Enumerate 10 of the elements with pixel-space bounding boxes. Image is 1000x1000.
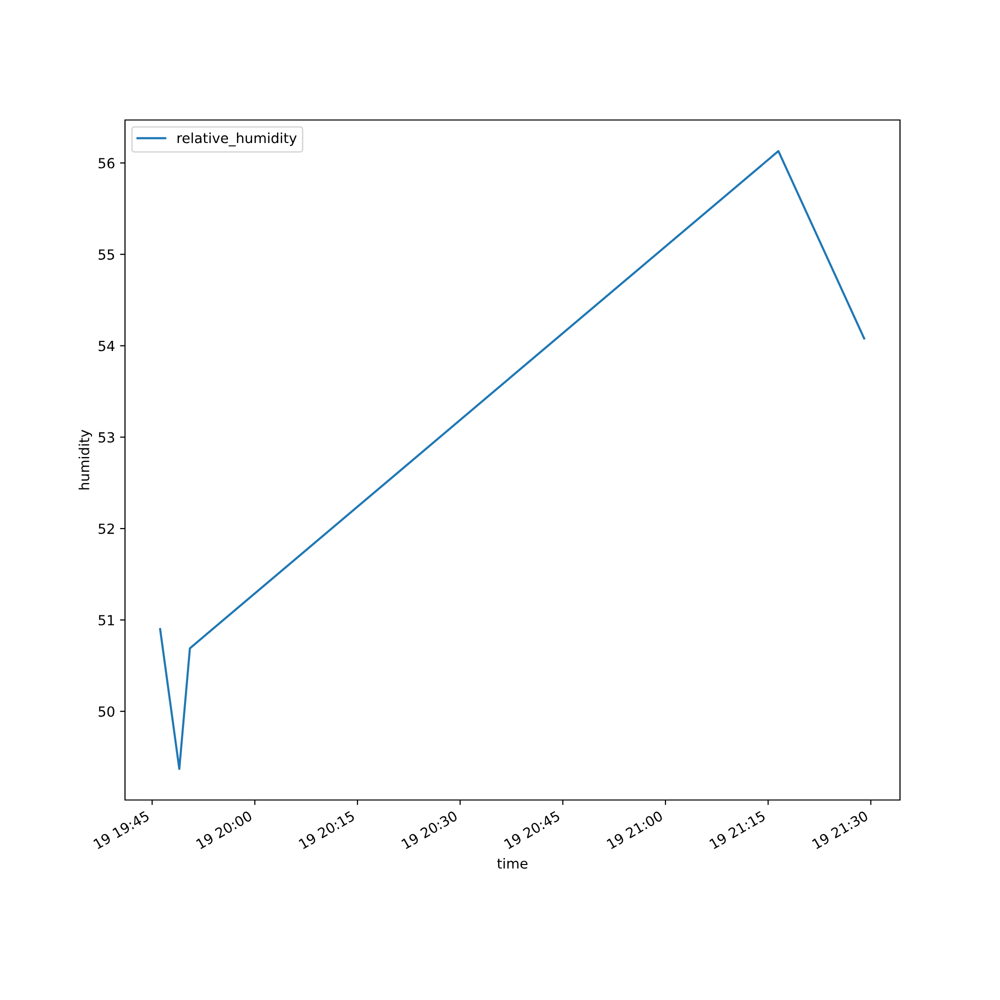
legend-label: relative_humidity [178,132,297,146]
y-tick-label: 54 [98,340,114,352]
y-axis-title: humidity [78,430,92,490]
y-tick-label: 52 [98,524,114,534]
y-tick-label: 55 [98,250,114,260]
x-axis-title: time [497,858,528,869]
y-tick-label: 50 [98,706,114,717]
y-tick-label: 51 [98,615,114,626]
y-tick-label: 53 [98,432,114,443]
y-tick-label: 56 [98,158,114,168]
